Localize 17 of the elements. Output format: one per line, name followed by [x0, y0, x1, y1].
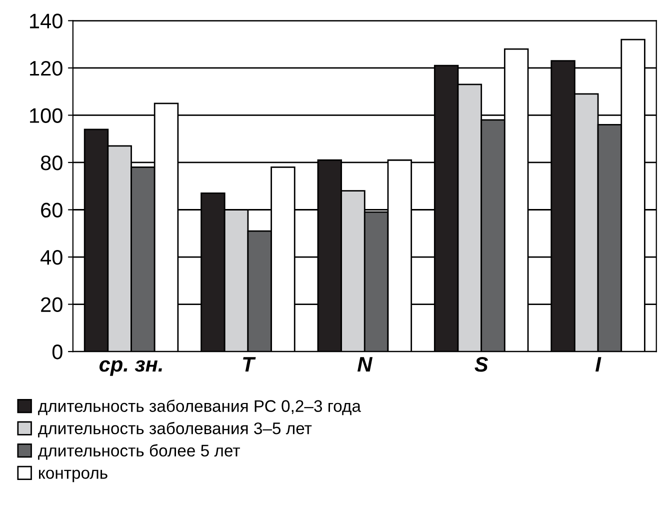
x-tick-label: ср. зн.	[99, 360, 162, 376]
y-tick-label: 100	[30, 108, 62, 123]
x-tick-label: T	[243, 357, 256, 372]
y-tick-label: 40	[40, 250, 62, 265]
x-tick-label: I	[596, 357, 602, 372]
y-tick-label: 0	[52, 344, 62, 360]
y-tick-label: 60	[41, 202, 62, 218]
legend-label: контроль	[39, 470, 108, 482]
x-tick-label: S	[474, 356, 488, 372]
y-tick-label: 120	[30, 60, 62, 76]
y-tick-label: 140	[30, 14, 62, 28]
legend-label: длительность заболевания РС 0,2–3 года	[38, 400, 361, 416]
legend-label: длительность более 5 лет	[38, 444, 240, 460]
y-tick-label: 80	[40, 155, 62, 170]
y-tick-label: 20	[41, 297, 62, 312]
x-tick-label: N	[357, 357, 373, 372]
legend-label: длительность заболевания 3–5 лет	[38, 422, 312, 438]
